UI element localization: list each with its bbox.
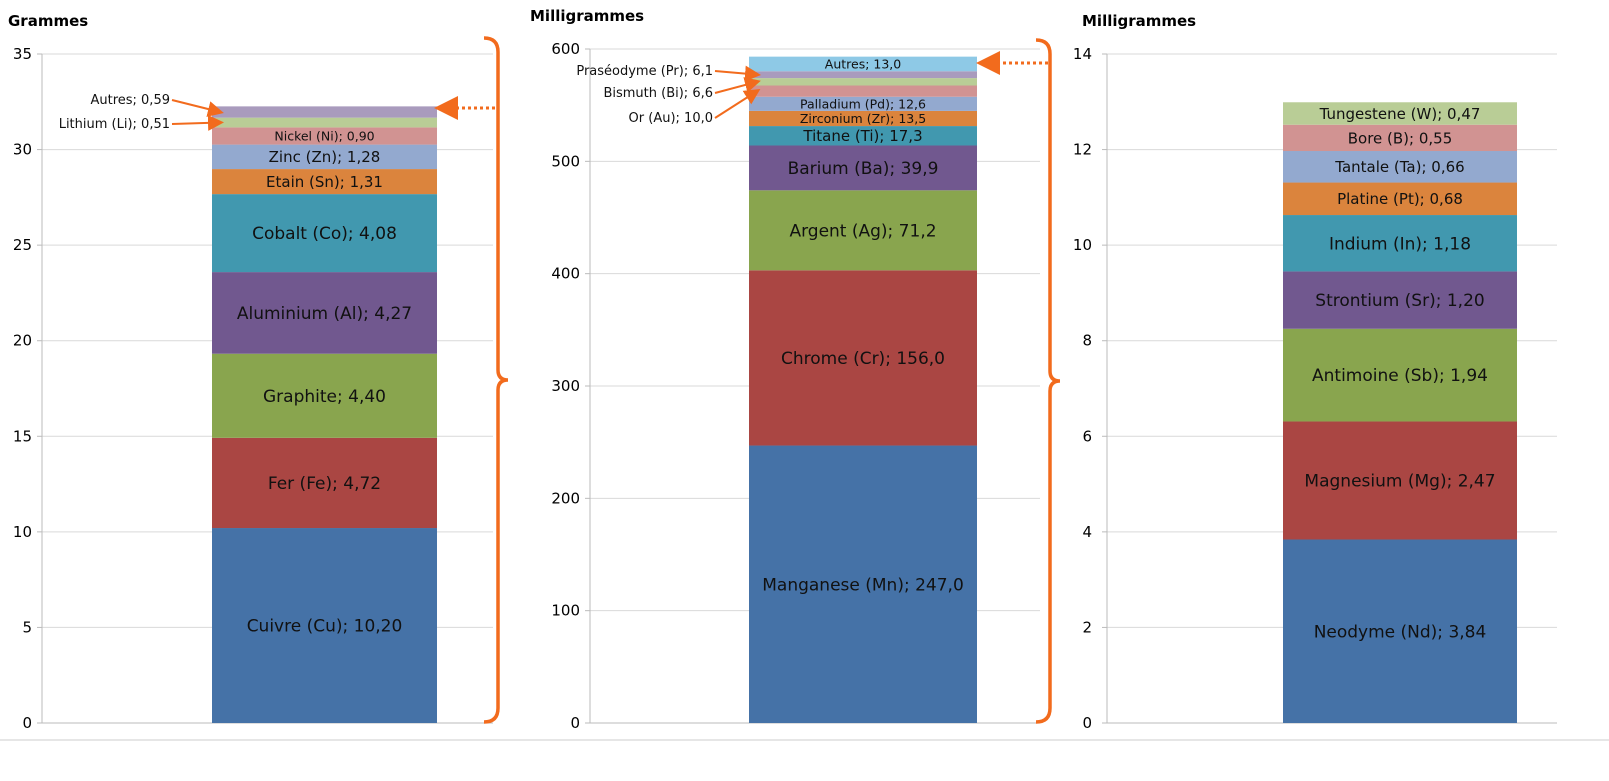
y-tick-label: 6 [1082, 427, 1092, 445]
y-tick-label: 500 [551, 152, 580, 170]
leader-data-label: Bismuth (Bi); 6,6 [603, 86, 713, 101]
segment-data-label: Cobalt (Co); 4,08 [252, 224, 397, 244]
y-axis-unit-label: Milligrammes [1082, 12, 1196, 30]
y-tick-label: 2 [1082, 618, 1092, 636]
y-axis-unit-label: Grammes [8, 12, 88, 30]
bar-segment-pras-odyme-pr- [749, 71, 977, 79]
bar-segment-cuivre-cu- [212, 528, 437, 723]
leader-arrow [714, 88, 761, 119]
bar-segment-bismuth-bi- [749, 78, 977, 86]
segment-data-label: Titane (Ti); 17,3 [802, 127, 922, 145]
segment-data-label: Fer (Fe); 4,72 [268, 474, 381, 494]
segment-data-label: Neodyme (Nd); 3,84 [1314, 622, 1487, 642]
leader-data-label: Praséodyme (Pr); 6,1 [576, 64, 713, 79]
segment-data-label: Zirconium (Zr); 13,5 [800, 111, 926, 126]
y-tick-label: 0 [1082, 714, 1092, 732]
bar-segment-bore-b- [1283, 124, 1517, 152]
bar-segment-zinc-zn- [212, 144, 437, 170]
leader-data-label: Autres; 0,59 [90, 93, 170, 108]
y-tick-label: 30 [13, 141, 32, 159]
segment-data-label: Argent (Ag); 71,2 [789, 221, 936, 241]
y-tick-label: 600 [551, 40, 580, 58]
segment-data-label: Tungestene (W); 0,47 [1319, 105, 1481, 123]
segment-data-label: Antimoine (Sb); 1,94 [1312, 366, 1488, 386]
segment-data-label: Zinc (Zn); 1,28 [269, 148, 381, 166]
bar-segment-antimoine-sb- [1283, 328, 1517, 422]
bar-segment-strontium-sr- [1283, 271, 1517, 329]
y-tick-label: 10 [1073, 236, 1092, 254]
bar-segment-tungestene-w- [1283, 102, 1517, 125]
segment-data-label: Autres; 13,0 [825, 56, 902, 71]
segment-data-label: Indium (In); 1,18 [1329, 234, 1471, 254]
y-tick-label: 300 [551, 377, 580, 395]
bar-segment-fer-fe- [212, 437, 437, 529]
leader-arrow [714, 77, 761, 94]
bar-segment-barium-ba- [749, 145, 977, 191]
leader-data-label: Lithium (Li); 0,51 [59, 117, 170, 132]
segment-data-label: Bore (B); 0,55 [1348, 129, 1453, 147]
y-tick-label: 15 [13, 427, 32, 445]
bar-segment-indium-in- [1283, 215, 1517, 272]
y-tick-label: 10 [13, 523, 32, 541]
y-tick-label: 5 [22, 618, 32, 636]
segment-data-label: Manganese (Mn); 247,0 [762, 575, 964, 595]
bar-segment-aluminium-al- [212, 272, 437, 354]
chart-panel-1: Grammes 0 5 10 15 20 25 30 35 Cuivre (Cu); 10,20 F… [8, 12, 493, 732]
segment-data-label: Palladium (Pd); 12,6 [800, 96, 926, 111]
leader-arrow [171, 114, 224, 131]
segment-data-label: Aluminium (Al); 4,27 [237, 304, 412, 324]
y-axis-unit-label: Milligrammes [530, 7, 644, 25]
leader-arrow [714, 65, 761, 82]
bar-segment-platine-pt- [1283, 182, 1517, 216]
y-tick-label: 8 [1082, 332, 1092, 350]
segment-data-label: Graphite; 4,40 [263, 387, 386, 407]
y-tick-label: 400 [551, 265, 580, 283]
bar-segment-graphite [212, 353, 437, 438]
bar-segment-autres [749, 56, 977, 72]
bar-segment-palladium-pd- [749, 96, 977, 111]
bar-segment-autres [212, 106, 437, 118]
y-tick-label: 0 [22, 714, 32, 732]
segment-data-label: Nickel (Ni); 0,90 [274, 129, 374, 144]
leader-arrow [171, 99, 224, 117]
segment-data-label: Chrome (Cr); 156,0 [781, 349, 945, 369]
segment-data-label: Tantale (Ta); 0,66 [1334, 158, 1464, 176]
y-tick-label: 12 [1073, 141, 1092, 159]
bar-segment-or-au- [749, 85, 977, 97]
bar-segment-tantale-ta- [1283, 151, 1517, 183]
segment-data-label: Platine (Pt); 0,68 [1337, 190, 1463, 208]
bar-segment-nickel-ni- [212, 127, 437, 145]
segment-data-label: Cuivre (Cu); 10,20 [247, 617, 403, 637]
y-tick-label: 0 [570, 714, 580, 732]
chart-panel-3: Milligrammes 0 2 4 6 8 10 12 14 Neodyme (Nd); 3,8… [1073, 12, 1557, 732]
bar-segment-titane-ti- [749, 126, 977, 146]
brace-detail-autres-milligrammes [1035, 38, 1061, 724]
y-tick-label: 14 [1073, 45, 1092, 63]
brace-detail-autres-grammes [483, 36, 509, 724]
y-tick-label: 25 [13, 236, 32, 254]
bar-segment-chrome-cr- [749, 270, 977, 446]
segment-data-label: Etain (Sn); 1,31 [266, 173, 383, 191]
y-tick-label: 100 [551, 602, 580, 620]
y-tick-label: 200 [551, 489, 580, 507]
bar-segment-lithium-li- [212, 117, 437, 128]
bar-segment-magnesium-mg- [1283, 421, 1517, 540]
y-tick-label: 20 [13, 332, 32, 350]
segment-data-label: Magnesium (Mg); 2,47 [1304, 472, 1495, 492]
y-tick-label: 35 [13, 45, 32, 63]
segment-data-label: Barium (Ba); 39,9 [788, 159, 939, 179]
bar-segment-cobalt-co- [212, 194, 437, 273]
chart-panel-2: Milligrammes 0 100 200 300 400 500 600 Manganese… [530, 7, 1040, 732]
bar-segment-etain-sn- [212, 169, 437, 195]
segment-data-label: Strontium (Sr); 1,20 [1315, 291, 1484, 311]
bar-segment-argent-ag- [749, 190, 977, 271]
bar-segment-manganese-mn- [749, 445, 977, 723]
leader-data-label: Or (Au); 10,0 [629, 111, 713, 126]
y-tick-label: 4 [1082, 523, 1092, 541]
bar-segment-zirconium-zr- [749, 110, 977, 127]
bar-segment-neodyme-nd- [1283, 539, 1517, 723]
